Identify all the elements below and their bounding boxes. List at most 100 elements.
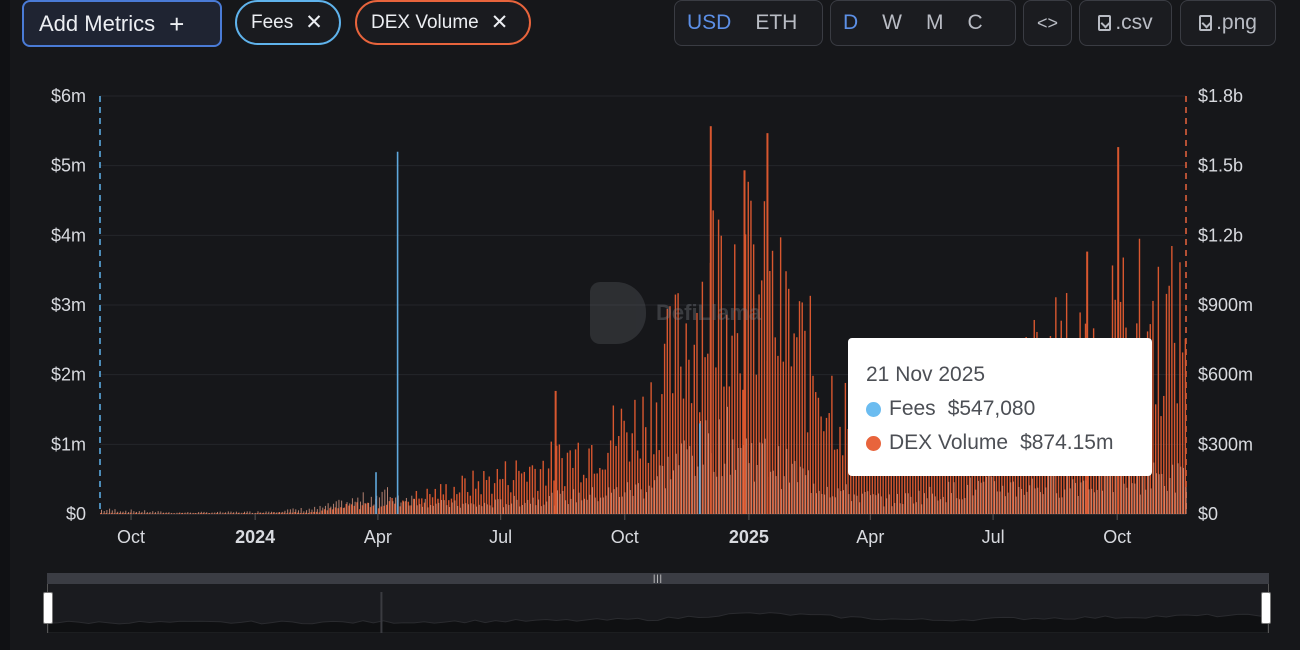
dex-volume-bar [701,281,704,514]
fees-bar [1053,474,1055,514]
fees-bar [1002,485,1004,514]
fees-bar [578,492,580,514]
dex-volume-bar [742,389,744,514]
fees-bar [184,512,186,514]
dex-volume-bar [372,505,374,514]
dex-volume-bar [531,465,534,514]
dex-volume-bar [539,469,542,514]
download-csv-button[interactable]: .csv [1079,0,1172,46]
fees-bar [389,497,391,514]
fees-bar [1093,492,1095,514]
fees-bar [1083,480,1085,514]
dex-volume-bar [917,460,919,514]
dex-volume-bar [793,333,795,514]
dex-volume-bar [491,493,493,514]
fees-bar [324,505,326,514]
brush-drag-bar[interactable]: ||| [47,573,1269,584]
dex-volume-bar [790,366,793,514]
metric-chip-dex-volume[interactable]: DEX Volume ✕ [355,0,531,45]
dex-volume-bar [275,513,277,514]
range-brush[interactable]: ||| [43,573,1271,634]
fees-bar [481,506,483,514]
fees-bar [262,512,264,514]
fees-bar [327,503,329,514]
y-left-tick-label: $3m [51,295,86,315]
fees-bar [921,504,923,514]
y-right-tick-label: $300m [1198,434,1253,454]
fees-bar [454,500,456,514]
period-option-m[interactable]: M [926,11,944,34]
fees-bar [192,512,194,514]
fees-bar [432,505,434,514]
dex-volume-bar [159,513,161,514]
fees-bar [635,484,637,514]
fees-bar [656,476,658,514]
fees-bar [521,504,523,514]
metric-chip-fees[interactable]: Fees ✕ [235,0,341,45]
chart-tooltip: 21 Nov 2025 Fees $547,080 DEX Volume $87… [848,338,1152,476]
fees-bar [737,447,739,514]
dex-volume-bar [1184,338,1187,514]
fees-bar [643,498,645,514]
fees-bar [144,510,146,514]
dex-volume-bar [599,467,601,514]
dex-volume-bar [529,466,531,514]
embed-button[interactable]: <> [1023,0,1072,46]
dex-volume-bar [507,485,509,514]
y-right-tick-label: $0 [1198,504,1218,524]
fees-bar [886,498,888,514]
brush-handle-right[interactable] [1261,592,1271,624]
dex-volume-bar [388,501,391,514]
fees-bar [357,497,359,514]
fees-bar [894,503,896,514]
dex-volume-bar [623,420,625,514]
dex-volume-bar [288,512,291,514]
fees-bar [403,501,405,514]
dex-volume-bar [251,513,253,514]
dex-volume-bar [229,513,231,514]
currency-option-eth[interactable]: ETH [755,11,798,34]
fees-bar [1061,497,1063,514]
dex-volume-bar [361,505,364,514]
fees-bar [1112,492,1114,514]
fees-bar [1147,472,1149,514]
fees-bar [122,511,124,514]
download-png-button[interactable]: .png [1180,0,1276,46]
dex-volume-bar [194,513,196,514]
brush-handle-left[interactable] [43,592,53,624]
dex-volume-bar [510,492,512,514]
dex-volume-bar [925,457,928,514]
dex-volume-bar [1168,285,1170,514]
dex-volume-bar [464,478,466,514]
fees-bar [538,499,540,514]
fees-bar [532,497,534,514]
fees-bar [503,507,505,514]
close-icon[interactable]: ✕ [305,11,323,34]
dex-volume-bar [626,432,628,514]
dex-volume-bar [707,353,709,514]
dex-volume-bar [399,506,401,514]
dex-volume-bar [318,512,320,514]
close-icon[interactable]: ✕ [490,11,509,34]
fees-bar [1058,497,1060,514]
add-metrics-button[interactable]: Add Metrics + [22,0,222,47]
dex-volume-bar [515,460,517,514]
period-option-c[interactable]: C [967,11,983,34]
currency-option-usd[interactable]: USD [687,11,732,34]
fees-bar [840,491,842,514]
chart[interactable]: $0 $1m $2m $3m $4m $5m $6m $0 $300m $600m $900m $1.… [0,0,1300,560]
download-file-icon [1098,15,1112,31]
dex-volume-bar [639,458,642,514]
period-option-d[interactable]: D [843,11,859,34]
fees-bar [1023,494,1025,514]
dex-volume-bar [431,497,434,514]
fees-bar [330,506,332,514]
fees-bar [972,495,974,514]
fees-bar [1088,489,1090,514]
fees-bar [176,512,178,514]
dex-volume-bar [647,462,650,514]
period-option-w[interactable]: W [882,11,902,34]
dex-volume-bar [572,467,574,514]
fees-bar [492,507,494,514]
fees-bar [975,489,977,514]
